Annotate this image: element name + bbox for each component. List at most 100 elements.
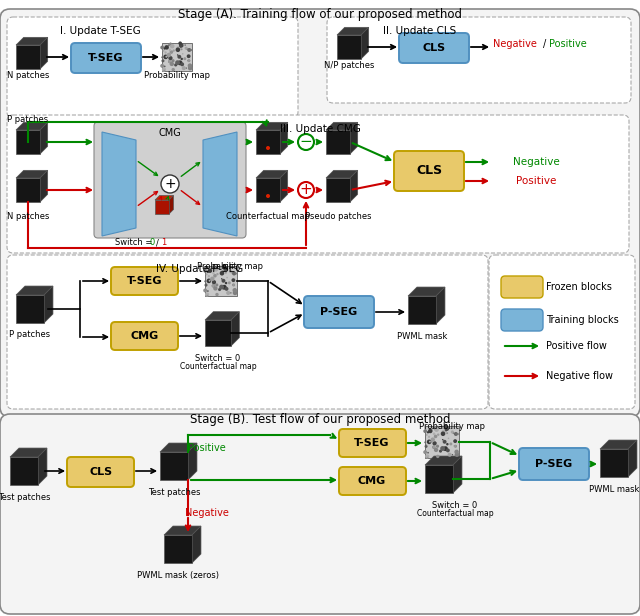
Circle shape (440, 446, 445, 451)
Circle shape (213, 267, 216, 270)
Polygon shape (16, 123, 47, 130)
Polygon shape (350, 123, 358, 154)
Circle shape (434, 448, 438, 452)
Text: P patches: P patches (10, 330, 51, 339)
Circle shape (445, 429, 447, 432)
Circle shape (205, 293, 209, 296)
Bar (162, 43, 192, 71)
Circle shape (223, 264, 226, 268)
Text: +: + (300, 182, 312, 198)
Circle shape (163, 59, 164, 60)
Circle shape (170, 44, 175, 49)
Circle shape (172, 59, 175, 62)
Polygon shape (408, 287, 445, 296)
Circle shape (168, 56, 173, 60)
Circle shape (229, 270, 232, 273)
Circle shape (435, 442, 436, 444)
FancyBboxPatch shape (111, 267, 178, 295)
Circle shape (161, 175, 179, 193)
Circle shape (170, 43, 172, 44)
Polygon shape (600, 440, 637, 449)
Circle shape (172, 68, 175, 71)
Circle shape (442, 432, 444, 434)
FancyBboxPatch shape (327, 17, 631, 103)
Circle shape (215, 293, 219, 296)
Circle shape (220, 271, 224, 275)
Polygon shape (40, 170, 47, 202)
Circle shape (432, 445, 435, 448)
Circle shape (223, 266, 228, 271)
Circle shape (456, 433, 459, 435)
Circle shape (163, 47, 166, 50)
Circle shape (214, 267, 218, 272)
Circle shape (231, 272, 232, 274)
Polygon shape (425, 456, 462, 465)
Circle shape (180, 58, 183, 60)
Polygon shape (44, 286, 53, 323)
Text: Switch = 0: Switch = 0 (195, 354, 241, 363)
Polygon shape (256, 123, 288, 130)
Circle shape (298, 182, 314, 198)
Circle shape (443, 440, 447, 444)
Text: T-SEG: T-SEG (127, 276, 163, 286)
Circle shape (170, 62, 174, 66)
Polygon shape (10, 448, 47, 457)
Polygon shape (16, 130, 40, 154)
Text: Counterfactual map: Counterfactual map (226, 212, 310, 221)
Circle shape (177, 54, 179, 55)
Text: Switch =: Switch = (115, 238, 155, 247)
Text: Positive: Positive (549, 39, 587, 49)
Circle shape (184, 44, 186, 46)
Circle shape (180, 62, 184, 67)
Circle shape (428, 429, 433, 433)
Polygon shape (16, 170, 47, 178)
Text: Probability map: Probability map (197, 262, 263, 271)
Circle shape (223, 267, 225, 268)
Circle shape (163, 50, 164, 52)
Polygon shape (40, 38, 47, 69)
Circle shape (447, 453, 452, 457)
Circle shape (232, 288, 237, 293)
Circle shape (168, 60, 172, 63)
Polygon shape (280, 170, 288, 202)
Text: N patches: N patches (7, 71, 49, 81)
Polygon shape (16, 178, 40, 202)
Circle shape (223, 269, 226, 272)
Circle shape (175, 60, 180, 65)
Polygon shape (169, 195, 173, 214)
Circle shape (298, 134, 314, 150)
Circle shape (441, 431, 445, 436)
Circle shape (214, 281, 216, 283)
Circle shape (168, 60, 172, 63)
Polygon shape (256, 178, 280, 202)
Circle shape (423, 450, 427, 454)
Circle shape (177, 55, 181, 59)
Circle shape (212, 272, 215, 275)
Circle shape (424, 442, 426, 444)
Circle shape (433, 441, 436, 445)
FancyBboxPatch shape (67, 457, 134, 487)
Polygon shape (628, 440, 637, 477)
Circle shape (232, 283, 235, 286)
Polygon shape (436, 287, 445, 324)
Circle shape (160, 64, 164, 68)
Circle shape (227, 277, 228, 278)
Polygon shape (102, 132, 136, 236)
Circle shape (266, 194, 270, 198)
Circle shape (443, 446, 448, 451)
Circle shape (184, 47, 188, 50)
Text: N patches: N patches (7, 212, 49, 221)
Text: Negative: Negative (513, 157, 559, 167)
Text: CMG: CMG (358, 476, 386, 486)
Text: P-SEG: P-SEG (321, 307, 358, 317)
Circle shape (213, 266, 215, 267)
Bar (425, 426, 459, 458)
Circle shape (437, 434, 440, 436)
Circle shape (232, 278, 236, 282)
Polygon shape (326, 123, 358, 130)
Circle shape (174, 63, 177, 67)
Polygon shape (16, 295, 44, 323)
Text: CMG: CMG (159, 128, 181, 138)
Circle shape (216, 273, 219, 275)
FancyBboxPatch shape (0, 9, 640, 417)
